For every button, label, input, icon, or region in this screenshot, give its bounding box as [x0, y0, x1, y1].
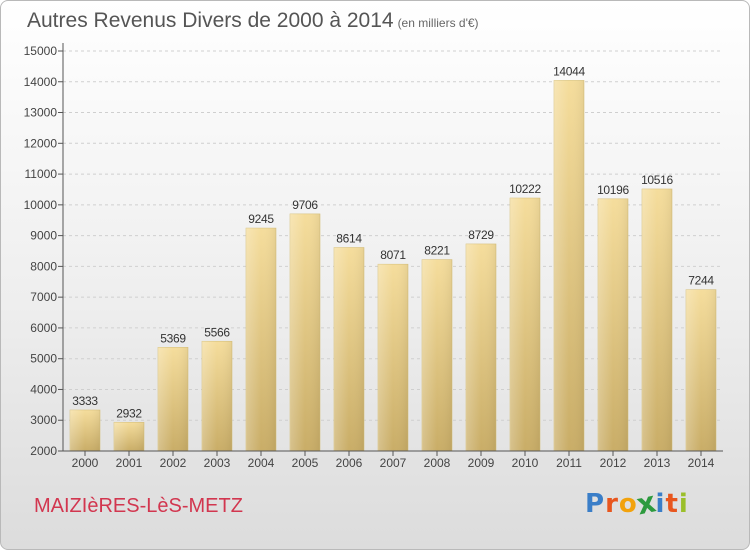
- y-tick-label: 14000: [24, 75, 58, 89]
- bar-shade: [686, 289, 716, 451]
- bars: 3333 2932 5369 5566 9245 9706 8614 8071 8221 8729…: [69, 64, 717, 452]
- y-tick-label: 5000: [30, 352, 57, 366]
- chart-subtitle: (en milliers d'€): [397, 16, 479, 30]
- bar-shade: [158, 347, 188, 451]
- bar-value-label: 3333: [72, 394, 98, 408]
- x-tick-label: 2013: [644, 456, 671, 470]
- bar-value-label: 14044: [553, 64, 585, 78]
- y-tick-label: 11000: [25, 167, 58, 181]
- x-tick-label: 2001: [116, 456, 143, 470]
- bar-shade: [378, 264, 408, 451]
- bar-value-label: 8221: [424, 244, 450, 258]
- x-tick-label: 2007: [380, 456, 407, 470]
- y-tick-label: 3000: [30, 413, 57, 427]
- y-tick-label: 9000: [30, 229, 57, 243]
- bar-value-label: 8071: [380, 248, 406, 262]
- bar-shade: [334, 247, 364, 451]
- x-tick-label: 2014: [688, 456, 715, 470]
- x-tick-label: 2011: [556, 456, 582, 470]
- axes: 2000 3000 4000 5000 6000 7000 8000 9000 10000 110…: [24, 43, 723, 470]
- bar-shade: [642, 188, 672, 451]
- bar-shade: [70, 409, 100, 451]
- y-tick-label: 10000: [24, 198, 58, 212]
- x-tick-label: 2009: [468, 456, 495, 470]
- y-tick-label: 6000: [30, 321, 57, 335]
- logo-letter: i: [655, 489, 666, 519]
- bar-value-label: 10516: [641, 173, 673, 187]
- bar-value-label: 5566: [204, 325, 230, 339]
- y-tick-label: 7000: [30, 290, 57, 304]
- y-tick-label: 15000: [24, 44, 58, 58]
- logo-letter: o: [618, 489, 638, 519]
- bar-value-label: 10222: [509, 182, 541, 196]
- logo-letter: P: [585, 489, 606, 519]
- x-tick-label: 2005: [292, 456, 319, 470]
- x-tick-label: 2006: [336, 456, 363, 470]
- bar-value-label: 8729: [468, 228, 494, 242]
- bar-value-label: 5369: [160, 331, 186, 345]
- y-tick-label: 4000: [30, 382, 57, 396]
- y-tick-label: 13000: [24, 106, 58, 120]
- bar-shade: [554, 80, 584, 452]
- bar-value-label: 9706: [292, 198, 318, 212]
- y-tick-label: 2000: [30, 444, 57, 458]
- x-tick-label: 2004: [248, 456, 275, 470]
- proxiti-logo: Proxiti: [585, 486, 689, 522]
- logo-letter: i: [678, 489, 689, 519]
- bar-value-label: 8614: [336, 231, 362, 245]
- bar-value-label: 7244: [688, 274, 714, 288]
- place-name: MAIZIèRES-LèS-METZ: [34, 495, 243, 517]
- bar-shade: [598, 198, 628, 451]
- x-tick-label: 2002: [160, 456, 187, 470]
- bar-shade: [114, 422, 144, 451]
- x-tick-label: 2003: [204, 456, 231, 470]
- bar-shade: [290, 213, 320, 451]
- bar-shade: [202, 341, 232, 451]
- bar-shade: [510, 198, 540, 451]
- bar-value-label: 10196: [597, 183, 629, 197]
- bar-shade: [246, 228, 276, 451]
- y-tick-label: 12000: [24, 136, 58, 150]
- bar-shade: [422, 259, 452, 451]
- logo-letter: t: [665, 489, 679, 519]
- bar-shade: [466, 243, 496, 451]
- bar-value-label: 9245: [248, 212, 274, 226]
- chart-title: Autres Revenus Divers de 2000 à 2014 (en …: [27, 9, 479, 33]
- y-tick-label: 8000: [30, 259, 57, 273]
- x-tick-label: 2012: [600, 456, 627, 470]
- chart-title-text: Autres Revenus Divers de 2000 à 2014: [27, 9, 394, 32]
- x-tick-label: 2008: [424, 456, 451, 470]
- x-tick-label: 2000: [72, 456, 99, 470]
- x-tick-label: 2010: [512, 456, 539, 470]
- bar-value-label: 2932: [116, 406, 142, 420]
- logo-letter: r: [605, 489, 619, 519]
